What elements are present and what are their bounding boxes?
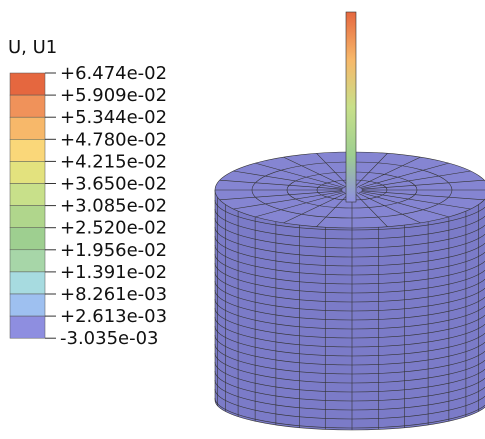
legend-band [10,139,45,161]
legend-label: +1.956e-02 [60,240,167,261]
legend-label: +5.344e-02 [60,107,167,128]
legend-band [10,250,45,272]
legend-band [10,228,45,250]
viewport: U, U1 +6.474e-02+5.909e-02+5.344e-02+4.7… [0,0,485,439]
legend-label: +8.261e-03 [60,284,167,305]
legend-label: +4.780e-02 [60,129,167,150]
legend-label: +3.085e-02 [60,196,167,217]
legend-label: +5.909e-02 [60,85,167,106]
legend-label: +2.520e-02 [60,218,167,239]
legend-band [10,184,45,206]
legend-band [10,161,45,183]
legend-band [10,272,45,294]
legend-band [10,117,45,139]
legend-band [10,95,45,117]
legend-band [10,73,45,95]
legend-band [10,206,45,228]
legend-label: +4.215e-02 [60,151,167,172]
legend-label: +3.650e-02 [60,174,167,195]
legend-title: U, U1 [8,37,57,58]
legend-band [10,316,45,338]
legend-label: +1.391e-02 [60,262,167,283]
legend-label: -3.035e-03 [60,328,159,349]
legend: +6.474e-02+5.909e-02+5.344e-02+4.780e-02… [10,63,167,349]
legend-band [10,294,45,316]
legend-label: +2.613e-03 [60,306,167,327]
model [215,12,485,430]
legend-label: +6.474e-02 [60,63,167,84]
